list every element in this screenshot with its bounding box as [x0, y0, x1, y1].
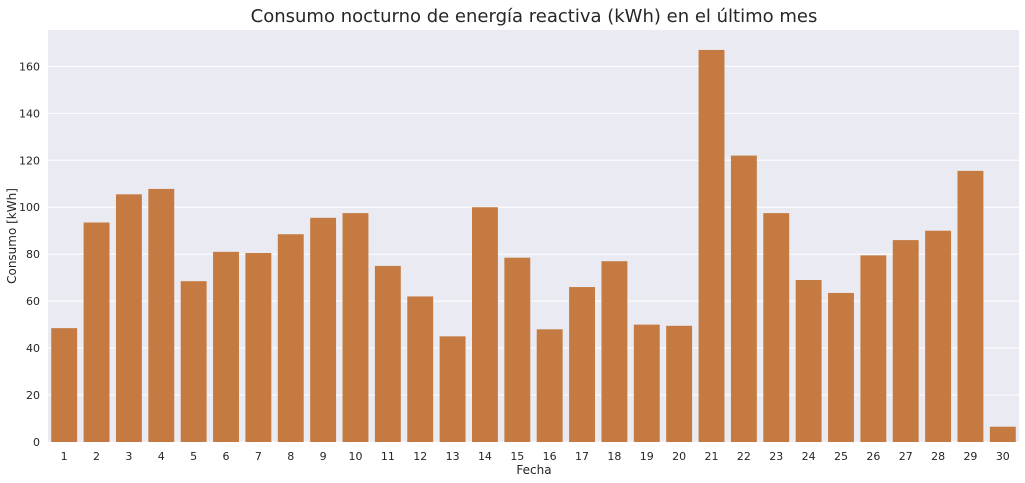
bars — [51, 49, 1016, 443]
bar-8 — [277, 234, 304, 442]
bar-19 — [633, 324, 660, 442]
bar-18 — [601, 261, 628, 442]
x-tick-label: 12 — [413, 450, 427, 463]
x-tick-label: 25 — [834, 450, 848, 463]
x-tick-label: 4 — [158, 450, 165, 463]
x-tick-label: 5 — [190, 450, 197, 463]
x-tick-label: 23 — [769, 450, 783, 463]
x-tick-label: 3 — [125, 450, 132, 463]
x-tick-label: 8 — [287, 450, 294, 463]
x-tick-label: 11 — [381, 450, 395, 463]
x-tick-label: 18 — [607, 450, 621, 463]
bar-12 — [407, 296, 434, 442]
x-tick-label: 19 — [640, 450, 654, 463]
bar-27 — [892, 240, 919, 442]
x-tick-label: 27 — [899, 450, 913, 463]
bar-26 — [860, 255, 887, 442]
bar-29 — [957, 170, 984, 442]
y-tick-label: 0 — [33, 436, 40, 449]
x-tick-label: 13 — [446, 450, 460, 463]
bar-25 — [828, 292, 854, 442]
x-tick-label: 30 — [996, 450, 1010, 463]
bar-22 — [730, 155, 757, 442]
bar-14 — [472, 207, 498, 442]
bar-16 — [536, 329, 563, 442]
x-tick-label: 14 — [478, 450, 492, 463]
bar-7 — [245, 253, 272, 442]
bar-23 — [763, 213, 790, 442]
bar-13 — [439, 336, 466, 442]
plot-area — [48, 30, 1019, 442]
x-tick-label: 26 — [866, 450, 880, 463]
bar-20 — [666, 325, 693, 442]
y-tick-label: 120 — [19, 154, 40, 167]
bar-21 — [698, 49, 725, 443]
bar-3 — [115, 194, 142, 442]
bar-6 — [213, 251, 239, 442]
x-tick-label: 29 — [963, 450, 977, 463]
y-axis-label: Consumo [kWh] — [5, 188, 19, 284]
bar-1 — [51, 328, 78, 442]
chart-title: Consumo nocturno de energía reactiva (kW… — [251, 6, 818, 27]
y-tick-label: 60 — [26, 295, 40, 308]
bar-30 — [989, 426, 1016, 442]
x-tick-label: 1 — [61, 450, 68, 463]
bar-4 — [148, 188, 175, 442]
x-tick-label: 6 — [223, 450, 230, 463]
y-tick-label: 20 — [26, 389, 40, 402]
bar-24 — [795, 280, 822, 442]
x-tick-label: 24 — [802, 450, 816, 463]
x-tick-label: 20 — [672, 450, 686, 463]
bar-17 — [569, 287, 595, 442]
x-tick-label: 9 — [320, 450, 327, 463]
x-tick-label: 2 — [93, 450, 100, 463]
bar-10 — [342, 213, 369, 442]
x-axis-label: Fecha — [516, 463, 551, 477]
x-tick-labels: 1 2 3 4 5 6 7 8 9 10 11 12 13 14 15 16 17 18 19 20 21 22 23 24 2… — [61, 450, 1010, 463]
bar-11 — [374, 265, 401, 442]
x-tick-label: 15 — [510, 450, 524, 463]
bar-2 — [83, 222, 110, 442]
bar-15 — [504, 257, 531, 442]
bar-28 — [925, 230, 952, 442]
y-tick-label: 100 — [19, 201, 40, 214]
x-tick-label: 17 — [575, 450, 589, 463]
x-tick-label: 21 — [705, 450, 719, 463]
x-tick-label: 7 — [255, 450, 262, 463]
x-tick-label: 22 — [737, 450, 751, 463]
y-tick-label: 160 — [19, 60, 40, 73]
bar-5 — [180, 281, 207, 442]
y-tick-label: 40 — [26, 342, 40, 355]
y-tick-label: 80 — [26, 248, 40, 261]
grid-lines — [48, 65, 1019, 443]
x-tick-label: 10 — [348, 450, 362, 463]
bar-9 — [310, 217, 337, 442]
x-tick-label: 28 — [931, 450, 945, 463]
x-tick-label: 16 — [543, 450, 557, 463]
y-tick-label: 140 — [19, 107, 40, 120]
y-tick-labels: 0 20 40 60 80 100 120 140 160 — [19, 60, 40, 449]
